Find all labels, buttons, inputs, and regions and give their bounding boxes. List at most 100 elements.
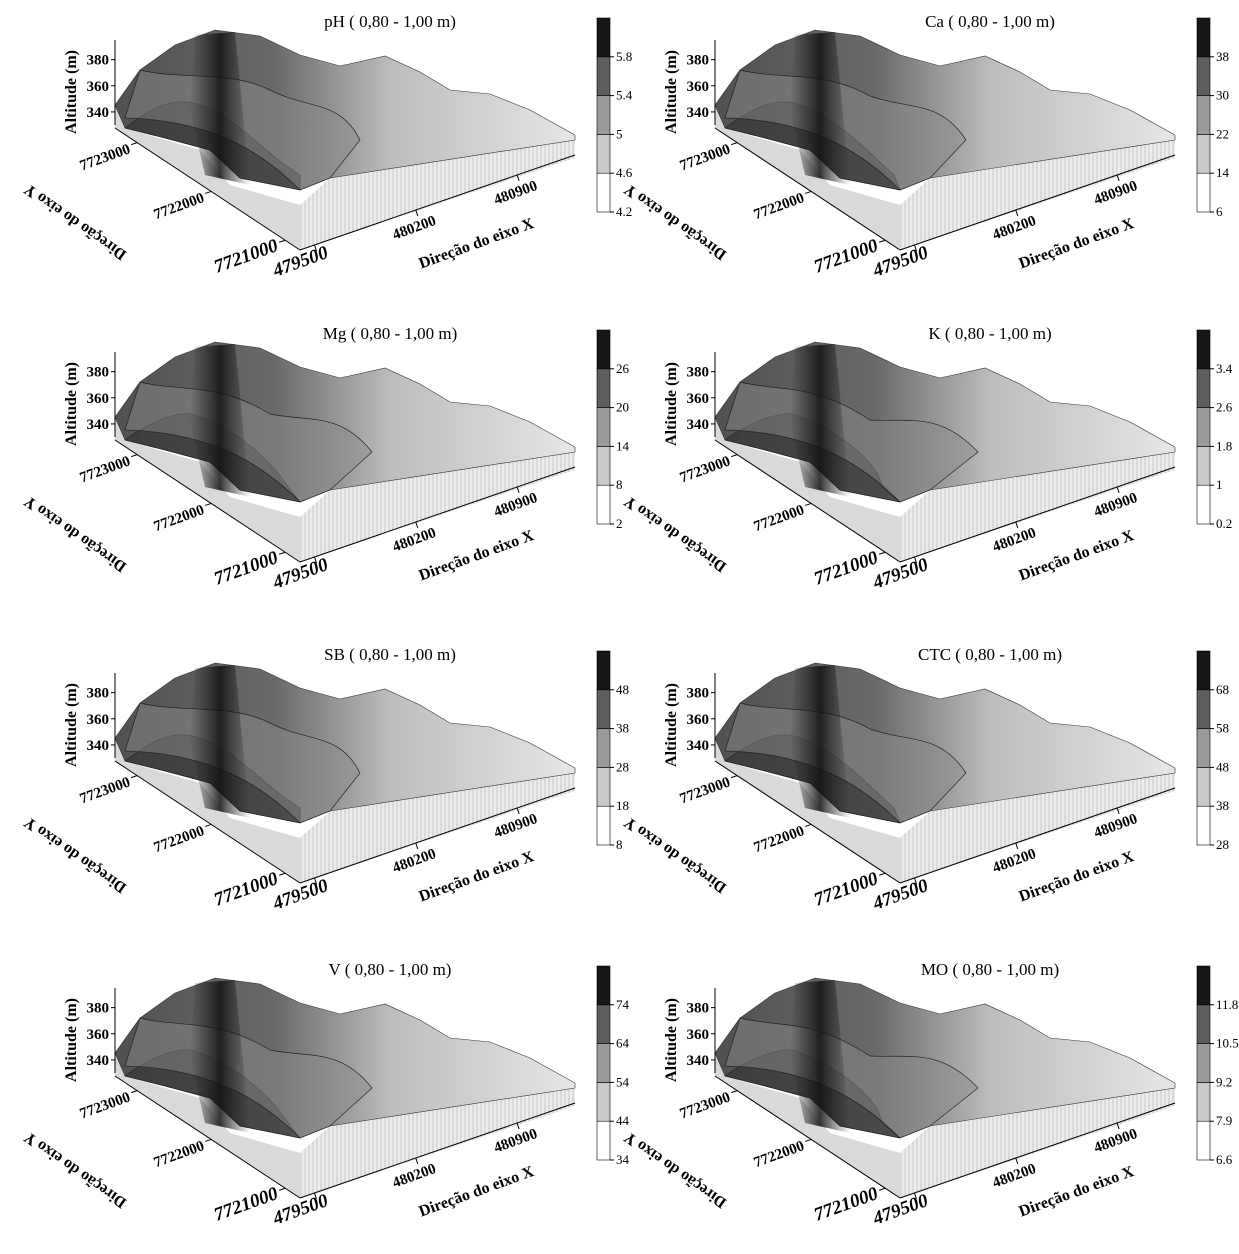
colorbar-tick-label: 58 (1216, 721, 1229, 736)
colorbar-band (597, 1121, 610, 1160)
colorbar-band (1197, 690, 1210, 729)
panel-title: CTC ( 0,80 - 1,00 m) (918, 645, 1062, 664)
panel: 818283848SB ( 0,80 - 1,00 m)340360380Alt… (21, 645, 629, 915)
y-tick-label: 7721000 (811, 547, 881, 590)
z-tick-label: 340 (87, 738, 110, 754)
y-tick (879, 552, 885, 554)
panel-title: pH ( 0,80 - 1,00 m) (324, 12, 456, 31)
colorbar-tick-label: 2.6 (1216, 400, 1233, 415)
y-tick-label: 7721000 (811, 235, 881, 278)
x-tick-label: 480200 (391, 846, 439, 876)
colorbar-band (597, 767, 610, 806)
colorbar-band (1197, 966, 1210, 1005)
y-tick-label: 7722000 (152, 823, 207, 856)
colorbar-tick-label: 8 (616, 837, 623, 852)
colorbar-tick-label: 28 (616, 759, 629, 774)
z-tick-label: 360 (687, 712, 710, 728)
y-tick-label: 7722000 (152, 1138, 207, 1171)
z-tick-label: 360 (687, 79, 710, 95)
colorbar-band (1197, 651, 1210, 690)
y-tick (805, 503, 811, 505)
y-tick-label: 7723000 (78, 141, 133, 174)
x-tick-label: 480200 (991, 525, 1039, 555)
z-tick-label: 360 (87, 391, 110, 407)
y-tick-label: 7721000 (211, 1183, 281, 1226)
y-tick-label: 7721000 (811, 868, 881, 911)
colorbar-tick-label: 11.8 (1216, 997, 1238, 1012)
z-tick-label: 340 (687, 417, 710, 433)
y-tick-label: 7721000 (211, 868, 281, 911)
y-tick-label: 7722000 (752, 1138, 807, 1171)
z-tick-label: 380 (687, 1001, 710, 1017)
x-tick-label: 480200 (991, 213, 1039, 243)
z-axis-label: Altitude (m) (63, 50, 80, 134)
colorbar-tick-label: 20 (616, 400, 629, 415)
colorbar-tick-label: 18 (616, 798, 629, 813)
panel-title: V ( 0,80 - 1,00 m) (329, 960, 452, 979)
y-tick (731, 776, 737, 778)
z-axis-label: Altitude (m) (663, 998, 680, 1082)
y-tick (879, 873, 885, 875)
y-axis-label: Direção do eixo Y (621, 492, 730, 575)
y-tick-label: 7723000 (678, 1089, 733, 1122)
colorbar-band (1197, 446, 1210, 485)
colorbar-band (597, 408, 610, 447)
x-tick-label: 480200 (391, 1161, 439, 1191)
colorbar-tick-label: 14 (616, 438, 630, 453)
y-tick (731, 1091, 737, 1093)
colorbar-band (597, 173, 610, 212)
colorbar-band (1197, 173, 1210, 212)
y-tick-label: 7722000 (152, 190, 207, 223)
colorbar-tick-label: 38 (1216, 49, 1229, 64)
colorbar-tick-label: 64 (616, 1036, 630, 1051)
y-tick (131, 455, 137, 457)
colorbar-band (597, 18, 610, 57)
y-tick (131, 776, 137, 778)
colorbar-tick-label: 34 (616, 1152, 630, 1167)
z-axis-label: Altitude (m) (663, 683, 680, 767)
colorbar-band (1197, 485, 1210, 524)
y-tick-label: 7723000 (78, 453, 133, 486)
y-tick (205, 503, 211, 505)
colorbar-tick-label: 26 (616, 361, 630, 376)
colorbar-tick-label: 28 (1216, 837, 1229, 852)
y-axis-label: Direção do eixo Y (21, 492, 130, 575)
z-tick-label: 340 (87, 1053, 110, 1069)
y-axis-label: Direção do eixo Y (21, 1128, 130, 1211)
y-tick (279, 873, 285, 875)
z-axis-label: Altitude (m) (663, 362, 680, 446)
colorbar-tick-label: 2 (616, 516, 623, 531)
y-tick-label: 7723000 (678, 141, 733, 174)
colorbar-band (1197, 18, 1210, 57)
colorbar-band (597, 446, 610, 485)
y-tick (879, 1188, 885, 1190)
y-tick (279, 240, 285, 242)
colorbar-band (1197, 1082, 1210, 1121)
colorbar-tick-label: 38 (1216, 798, 1229, 813)
colorbar-tick-label: 7.9 (1216, 1113, 1232, 1128)
colorbar-tick-label: 0.2 (1216, 516, 1232, 531)
y-tick-label: 7721000 (811, 1183, 881, 1226)
z-axis-label: Altitude (m) (63, 362, 80, 446)
z-axis-label: Altitude (m) (663, 50, 680, 134)
y-tick-label: 7722000 (752, 190, 807, 223)
colorbar-band (1197, 408, 1210, 447)
colorbar-band (1197, 1121, 1210, 1160)
colorbar-band (597, 806, 610, 845)
y-tick (805, 824, 811, 826)
colorbar-band (1197, 57, 1210, 96)
y-axis-label: Direção do eixo Y (21, 180, 130, 263)
y-tick (131, 1091, 137, 1093)
panel-title: SB ( 0,80 - 1,00 m) (324, 645, 456, 664)
y-tick (279, 1188, 285, 1190)
colorbar-band (597, 369, 610, 408)
z-tick-label: 380 (687, 365, 710, 381)
colorbar-band (597, 485, 610, 524)
y-tick-label: 7723000 (678, 453, 733, 486)
panel-title: Mg ( 0,80 - 1,00 m) (323, 324, 458, 343)
y-tick-label: 7721000 (211, 547, 281, 590)
z-tick-label: 360 (687, 1027, 710, 1043)
colorbar-band (597, 96, 610, 135)
colorbar-tick-label: 5.8 (616, 49, 632, 64)
